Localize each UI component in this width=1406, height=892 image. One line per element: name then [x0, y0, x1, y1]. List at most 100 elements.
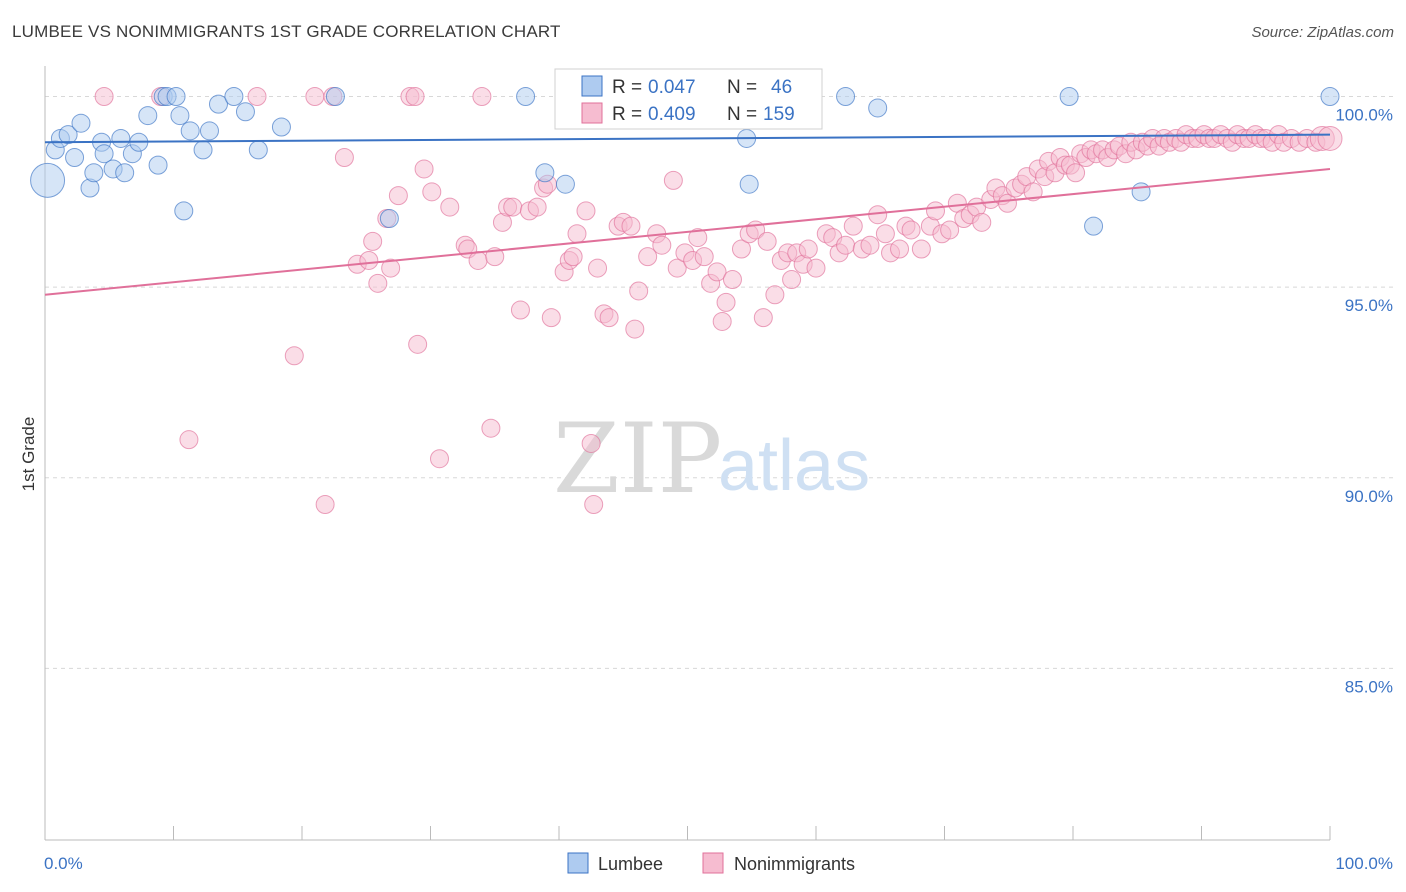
nonimmigrants-point-47 — [599, 308, 619, 328]
nonimmigrants-point-32 — [510, 300, 530, 320]
chart-title: LUMBEE VS NONIMMIGRANTS 1ST GRADE CORREL… — [12, 22, 561, 41]
lumbee-point-39 — [868, 98, 888, 118]
nonimmigrants-point-86 — [860, 235, 880, 255]
lumbee-point-30 — [325, 87, 345, 107]
lumbee-point-12 — [115, 163, 135, 183]
nonimmigrants-point-44 — [584, 494, 604, 514]
nonimmigrants-point-71 — [757, 231, 777, 251]
lumbee-point-20 — [170, 106, 190, 126]
bottom-legend-swatch-nonimm — [702, 852, 724, 874]
nonimmigrants-point-84 — [843, 216, 863, 236]
y-tick-label-0: 100.0% — [1335, 106, 1393, 125]
nonimmigrants-point-78 — [798, 239, 818, 259]
lumbee-point-7 — [84, 163, 104, 183]
lumbee-point-43 — [1320, 87, 1340, 107]
lumbee-point-25 — [208, 94, 228, 114]
nonimmigrants-point-88 — [875, 224, 895, 244]
n-value-nonimm: 159 — [763, 104, 795, 125]
lumbee-point-33 — [535, 163, 555, 183]
lumbee-point-15 — [138, 106, 158, 126]
nonimmigrants-point-6 — [315, 494, 335, 514]
nonimmigrants-point-83 — [836, 235, 856, 255]
nonimmigrants-point-4 — [284, 346, 304, 366]
trend-lines — [44, 133, 1331, 296]
nonimmigrants-point-17 — [405, 87, 425, 107]
nonimmigrants-point-79 — [806, 258, 826, 278]
lumbee-point-26 — [224, 87, 244, 107]
nonimmigrants-point-45 — [588, 258, 608, 278]
nonimmigrants-point-25 — [468, 250, 488, 270]
bottom-legend: Lumbee Nonimmigrants — [567, 852, 855, 874]
nonimmigrants-point-55 — [652, 235, 672, 255]
nonimmigrants-point-40 — [563, 247, 583, 267]
n-label-nonimm: N = — [727, 104, 762, 125]
bottom-legend-nonimmigrants: Nonimmigrants — [734, 854, 855, 874]
nonimmigrants-point-92 — [901, 220, 921, 240]
y-tick-label-2: 90.0% — [1345, 487, 1393, 506]
x-tick-label-0: 0.0% — [44, 854, 83, 873]
lumbee-point-16 — [148, 155, 168, 175]
nonimmigrants-point-10 — [359, 250, 379, 270]
stats-row-nonimm: R = 0.409 N = 159 — [612, 104, 795, 125]
nonimmigrants-point-18 — [414, 159, 434, 179]
bottom-legend-lumbee: Lumbee — [598, 854, 663, 874]
n-label-lumbee: N = — [727, 77, 762, 98]
nonimmigrants-point-75 — [782, 270, 802, 290]
lumbee-point-32 — [516, 87, 536, 107]
lumbee-point-24 — [199, 121, 219, 141]
nonimmigrants-point-118 — [1066, 163, 1086, 183]
nonimmigrants-point-22 — [440, 197, 460, 217]
nonimmigrants-point-102 — [972, 212, 992, 232]
stats-legend-swatch-nonimm — [581, 102, 603, 124]
nonimmigrants-point-53 — [638, 247, 658, 267]
lumbee-point-42 — [1131, 182, 1151, 202]
nonimmigrants-point-90 — [890, 239, 910, 259]
nonimmigrants-point-95 — [926, 201, 946, 221]
lumbee-point-40 — [1059, 87, 1079, 107]
y-tick-labels: 100.0% 95.0% 90.0% 85.0% — [1335, 106, 1393, 697]
lumbee-point-41 — [1084, 216, 1104, 236]
nonimmigrants-point-106 — [997, 193, 1017, 213]
r-value-lumbee: 0.047 — [648, 77, 696, 98]
nonimmigrants-point-34 — [527, 197, 547, 217]
nonimmigrants-point-64 — [712, 311, 732, 331]
nonimmigrants-point-27 — [481, 418, 501, 438]
nonimmigrants-point-93 — [911, 239, 931, 259]
x-tick-labels: 0.0% 100.0% — [44, 854, 1393, 873]
lumbee-point-37 — [739, 174, 759, 194]
lumbee-point-11 — [111, 128, 131, 148]
nonimmigrants-point-2 — [179, 430, 199, 450]
nonimmigrants-point-26 — [472, 87, 492, 107]
nonimmigrants-trend-line — [44, 167, 1331, 296]
nonimmigrants-point-66 — [722, 270, 742, 290]
nonimmigrants-point-15 — [388, 186, 408, 206]
nonimmigrants-point-31 — [503, 197, 523, 217]
nonimmigrants-point-110 — [1023, 182, 1043, 202]
stats-row-lumbee: R = 0.047 N = 46 — [612, 77, 792, 98]
nonimmigrants-point-41 — [567, 224, 587, 244]
nonimmigrants-point-8 — [334, 148, 354, 168]
nonimmigrants-point-21 — [429, 449, 449, 469]
nonimmigrants-point-51 — [625, 319, 645, 339]
lumbee-trend-line — [44, 133, 1331, 144]
nonimmigrants-point-3 — [247, 87, 267, 107]
bottom-legend-swatch-lumbee — [567, 852, 589, 874]
nonimmigrants-point-97 — [940, 220, 960, 240]
nonimmigrants-point-67 — [731, 239, 751, 259]
watermark-atlas: atlas — [718, 426, 870, 506]
nonimmigrants-point-72 — [765, 285, 785, 305]
lumbee-point-21 — [174, 201, 194, 221]
nonimmigrants-point-14 — [381, 258, 401, 278]
nonimmigrants-point-65 — [716, 292, 736, 312]
nonimmigrants-point-50 — [621, 216, 641, 236]
y-tick-label-1: 95.0% — [1345, 296, 1393, 315]
r-label-nonimm: R = — [612, 104, 647, 125]
lumbee-point-0 — [30, 162, 66, 198]
nonimmigrants-point-43 — [581, 433, 601, 453]
stats-legend-swatch-lumbee — [581, 75, 603, 97]
nonimmigrants-point-20 — [422, 182, 442, 202]
nonimmigrants-point-57 — [667, 258, 687, 278]
nonimmigrants-point-11 — [363, 231, 383, 251]
lumbee-point-22 — [180, 121, 200, 141]
